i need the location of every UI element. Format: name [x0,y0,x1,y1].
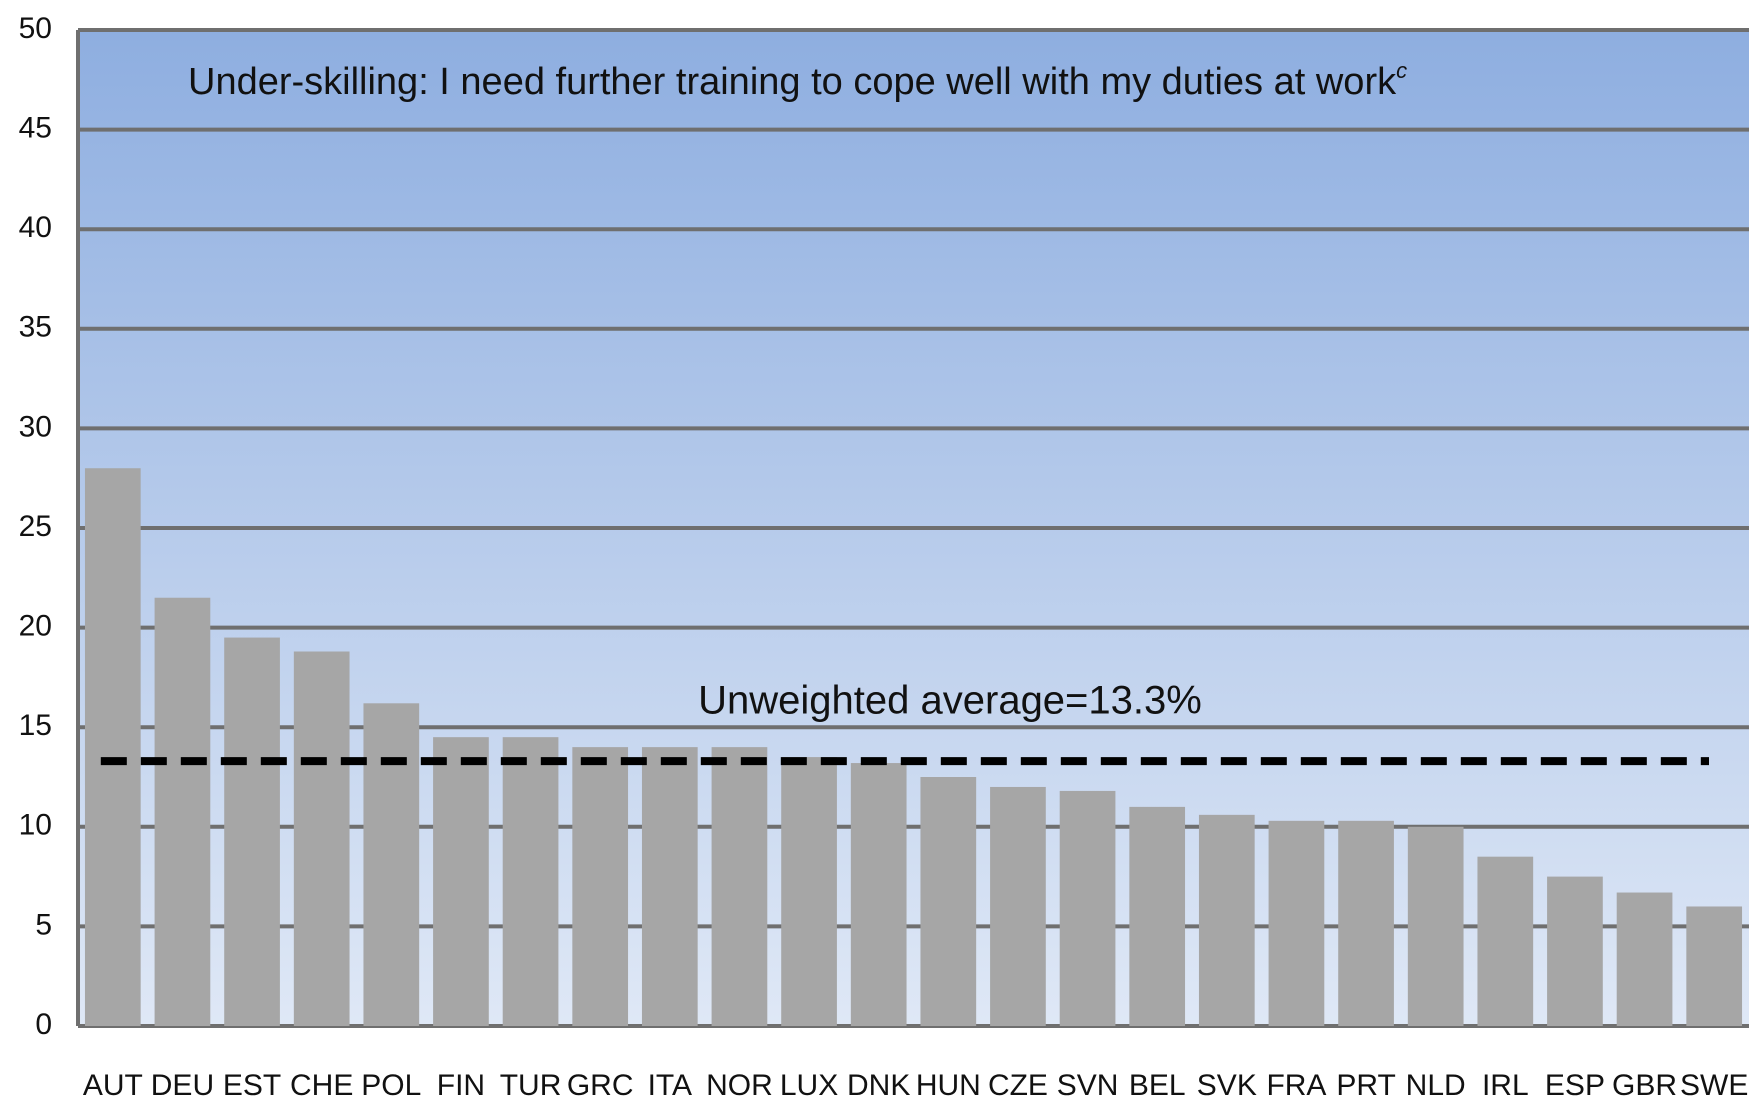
x-tick-label: SVK [1197,1069,1257,1102]
x-tick-label: GBR [1612,1069,1677,1102]
x-tick-label: FIN [437,1069,485,1102]
bar [502,737,559,1026]
x-tick-label: ITA [648,1069,692,1102]
x-tick-label: LUX [780,1069,838,1102]
x-tick-label: TUR [500,1069,562,1102]
bar [850,763,907,1026]
x-tick-label: BEL [1129,1069,1186,1102]
y-tick-label: 10 [19,809,52,842]
y-tick-label: 30 [19,410,52,443]
x-tick-label: CHE [290,1069,353,1102]
x-tick-label: ESP [1545,1069,1605,1102]
x-tick-label: HUN [916,1069,981,1102]
bar [1268,820,1325,1026]
x-tick-label: NOR [706,1069,773,1102]
x-tick-label: POL [361,1069,421,1102]
bar [990,786,1046,1026]
bar [1198,814,1255,1026]
bar [572,747,629,1026]
y-tick-label: 45 [19,112,52,145]
x-tick-label: IRL [1482,1069,1529,1102]
bar [711,747,768,1026]
bar [1407,826,1464,1026]
bar [1547,876,1603,1026]
y-tick-label: 15 [19,709,52,742]
bar [781,757,837,1026]
x-tick-label: GRC [567,1069,634,1102]
bar [1338,820,1394,1026]
bar [154,597,211,1026]
y-tick-label: 50 [19,12,52,45]
bar [293,651,350,1026]
x-tick-label: NLD [1406,1069,1466,1102]
x-tick-label: SWE [1680,1069,1748,1102]
y-tick-label: 20 [19,610,52,643]
chart-title: Under-skilling: I need further training … [188,58,1407,103]
bar [1616,892,1673,1026]
x-tick-label: DNK [847,1069,910,1102]
bar [84,468,141,1026]
title-text: Under-skilling: I need further training … [188,61,1397,103]
x-tick-label: AUT [83,1069,143,1102]
y-tick-label: 5 [35,908,52,941]
title-superscript: c [1396,58,1407,83]
y-tick-label: 35 [19,311,52,344]
x-tick-label: EST [223,1069,281,1102]
y-tick-label: 0 [35,1008,52,1041]
x-tick-label: PRT [1336,1069,1395,1102]
y-tick-label: 25 [19,510,52,543]
x-tick-label: CZE [988,1069,1048,1102]
bar [1059,790,1116,1026]
bar [641,747,698,1026]
bar [1477,856,1534,1026]
x-tick-label: FRA [1266,1069,1326,1102]
bar [433,737,489,1026]
x-tick-label: DEU [151,1069,214,1102]
x-tick-label: SVN [1057,1069,1119,1102]
bar [363,703,420,1026]
bar [920,777,977,1026]
bar [224,637,280,1026]
bar [1686,906,1743,1026]
bar [1129,806,1186,1026]
y-tick-label: 40 [19,211,52,244]
average-label: Unweighted average=13.3% [698,679,1202,723]
